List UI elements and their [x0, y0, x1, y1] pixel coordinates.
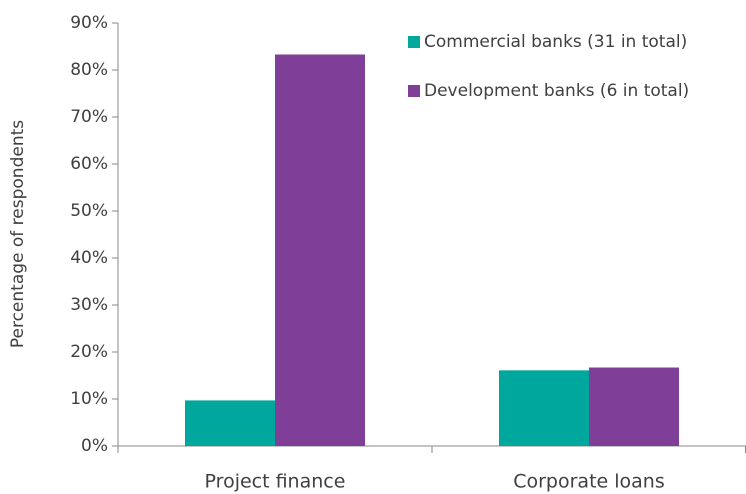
bar	[589, 367, 679, 446]
y-tick-label: 10%	[70, 389, 108, 409]
y-tick-label: 70%	[70, 107, 108, 127]
y-tick-label: 40%	[70, 248, 108, 268]
y-tick-label: 60%	[70, 154, 108, 174]
y-axis-title: Percentage of respondents	[8, 120, 28, 348]
legend-swatch	[408, 85, 420, 97]
y-tick-label: 20%	[70, 342, 108, 362]
legend-label: Commercial banks (31 in total)	[424, 32, 687, 52]
bar	[185, 400, 275, 446]
y-tick-label: 90%	[70, 13, 108, 33]
bar	[275, 54, 365, 447]
legend-label: Development banks (6 in total)	[424, 81, 689, 101]
legend-swatch	[408, 36, 420, 48]
y-tick-label: 0%	[81, 436, 108, 456]
y-tick-label: 30%	[70, 295, 108, 315]
y-tick-label: 80%	[70, 60, 108, 80]
y-tick-label: 50%	[70, 201, 108, 221]
x-tick-label: Corporate loans	[513, 471, 665, 493]
bar	[499, 370, 589, 446]
x-tick-label: Project finance	[205, 471, 346, 493]
